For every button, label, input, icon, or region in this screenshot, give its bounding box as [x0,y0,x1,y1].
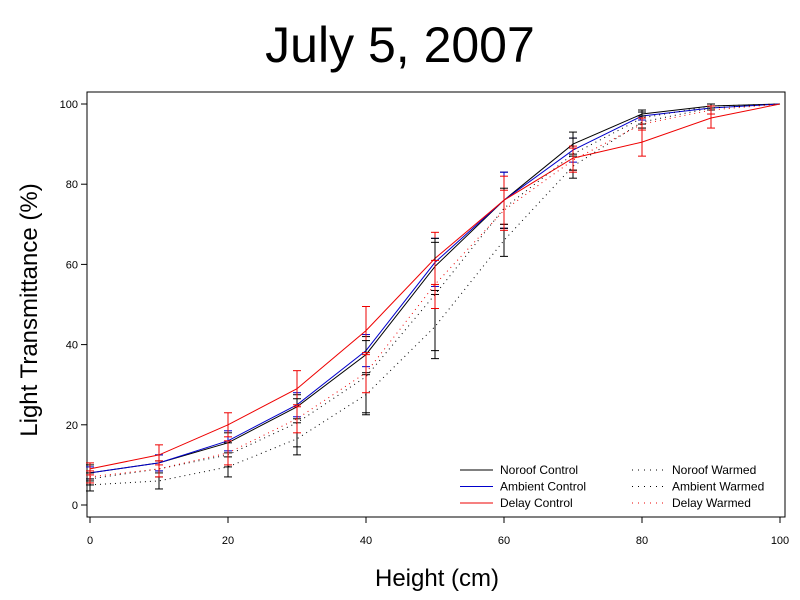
legend-item-delay-control: Delay Control [460,496,573,510]
y-tick-label: 60 [66,259,78,271]
y-tick-label: 100 [60,99,78,111]
legend: Noroof Control Ambient Control Delay Contr… [460,463,764,510]
series-line-delay-warmed [89,103,781,478]
y-tick-label: 20 [66,420,78,432]
y-axis-title: Light Transmittance (%) [16,183,43,436]
legend-item-noroof-control: Noroof Control [460,463,578,477]
error-bar [500,189,508,231]
legend-label: Delay Warmed [672,496,751,510]
legend-item-ambient-control: Ambient Control [460,480,586,494]
series-layer [86,103,781,492]
legend-label: Ambient Warmed [672,480,764,494]
series-line-noroof-warmed [89,103,781,480]
error-bar [362,352,370,394]
series-delay-warmed [86,103,781,484]
plot-frame [86,91,786,518]
series-delay-control [86,103,781,476]
legend-label: Noroof Control [500,463,578,477]
error-bar [569,147,577,173]
series-ambient-control [86,103,781,480]
y-tick-label: 40 [66,340,78,352]
x-axis-title: Height (cm) [375,565,499,592]
error-bar [707,105,715,115]
y-tick-label: 0 [72,500,78,512]
legend-label: Delay Control [500,496,573,510]
legend-item-ambient-warmed: Ambient Warmed [632,480,764,494]
legend-label: Ambient Control [500,480,586,494]
error-bar [431,259,439,310]
y-tick-label: 80 [66,179,78,191]
error-bar [293,404,301,434]
legend-item-delay-warmed: Delay Warmed [632,496,751,510]
legend-item-noroof-warmed: Noroof Warmed [632,463,756,477]
series-line-ambient-warmed [89,103,781,486]
x-tick-label: 60 [498,535,510,547]
y-axis: 0 20 40 60 80 100 [60,99,87,512]
x-tick-label: 80 [636,535,648,547]
error-bar [638,117,646,131]
series-noroof-control [86,103,781,482]
error-bar [155,460,163,478]
chart-title: July 5, 2007 [265,17,535,73]
error-bar [86,470,94,484]
error-bar [638,127,646,157]
x-axis: 0 20 40 60 80 100 [87,517,789,547]
x-tick-label: 0 [87,535,93,547]
legend-label: Noroof Warmed [672,463,756,477]
series-ambient-warmed [86,103,781,492]
x-tick-label: 100 [771,535,789,547]
error-bar [224,412,232,438]
x-tick-label: 40 [360,535,372,547]
error-bar [224,440,232,466]
x-tick-label: 20 [222,535,234,547]
